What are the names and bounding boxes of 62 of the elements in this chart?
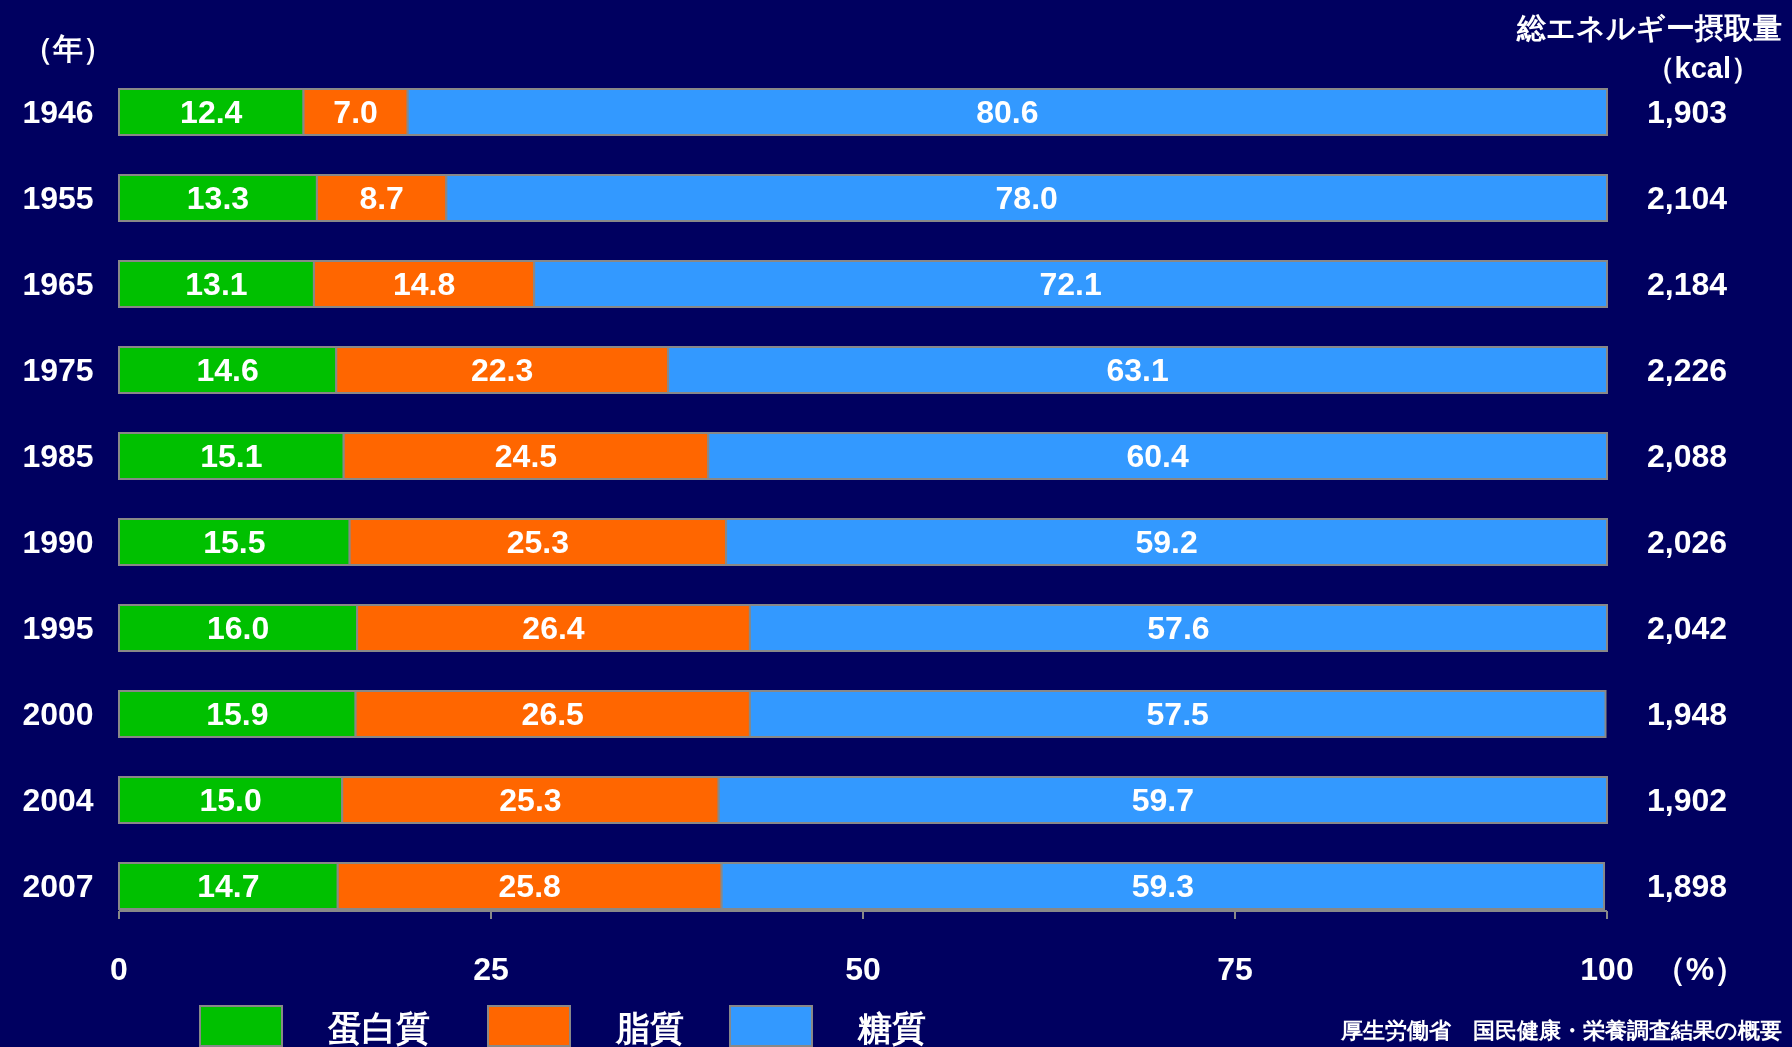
data-label: 16.0 — [206, 610, 270, 646]
x-axis-title: （%） — [1653, 951, 1747, 987]
data-label: 14.7 — [197, 868, 260, 904]
legend-label: 脂質 — [615, 1009, 684, 1047]
x-tick-label: 0 — [110, 951, 128, 987]
data-label: 60.4 — [1126, 438, 1189, 474]
data-label: 57.6 — [1147, 610, 1210, 646]
y-tick-label: 2007 — [22, 868, 94, 904]
data-label: 24.5 — [494, 438, 558, 474]
data-label: 63.1 — [1106, 352, 1169, 388]
x-tick-label: 25 — [473, 951, 509, 987]
data-label: 72.1 — [1039, 266, 1102, 302]
data-label: 26.4 — [522, 610, 585, 646]
data-label: 59.3 — [1131, 868, 1194, 904]
y-tick-label: 1995 — [22, 610, 94, 646]
data-label: 15.5 — [203, 524, 266, 560]
data-label: 26.5 — [521, 696, 584, 732]
text: 2,026 — [1646, 524, 1728, 560]
data-label: 13.1 — [185, 266, 248, 302]
data-label: 15.9 — [206, 696, 269, 732]
data-label: 59.2 — [1135, 524, 1198, 560]
x-tick-label: 50 — [845, 951, 881, 987]
y-tick-label: 1975 — [22, 352, 94, 388]
data-label: 25.3 — [499, 782, 562, 818]
data-label: 7.0 — [333, 94, 378, 130]
text: 1,948 — [1646, 696, 1728, 732]
text: 2,184 — [1646, 266, 1728, 302]
text: 1,903 — [1646, 94, 1728, 130]
data-label: 14.6 — [196, 352, 259, 388]
data-label: 15.0 — [199, 782, 262, 818]
text: 2,088 — [1646, 438, 1728, 474]
data-label: 59.7 — [1131, 782, 1194, 818]
data-label: 22.3 — [471, 352, 534, 388]
y-tick-label: 2004 — [22, 782, 94, 818]
legend-label: 蛋白質 — [327, 1009, 430, 1047]
data-label: 25.3 — [506, 524, 570, 560]
data-label: 13.3 — [186, 180, 250, 216]
y-tick-label: 1946 — [22, 94, 94, 130]
x-tick-label: 100 — [1580, 951, 1634, 987]
y-tick-label: 1990 — [22, 524, 94, 560]
data-label: 78.0 — [995, 180, 1058, 216]
text: 厚生労働省 国民健康・栄養調査結果の概要 — [1340, 1017, 1782, 1043]
data-label: 57.5 — [1146, 696, 1209, 732]
text: 2,104 — [1646, 180, 1728, 216]
text: 2,042 — [1646, 610, 1728, 646]
text: 1,902 — [1646, 782, 1728, 818]
y2-axis-title: 総エネルギー摂取量（kcal） — [1516, 12, 1782, 84]
data-label: 8.7 — [359, 180, 404, 216]
y-tick-label: 1985 — [22, 438, 94, 474]
data-label: 25.8 — [498, 868, 561, 904]
y-tick-label: 1955 — [22, 180, 94, 216]
y-tick-label: 1965 — [22, 266, 94, 302]
data-label: 15.1 — [200, 438, 263, 474]
y-axis-title: （年） — [23, 31, 113, 65]
data-label: 14.8 — [392, 266, 456, 302]
data-label: 80.6 — [976, 94, 1039, 130]
legend-label: 糖質 — [857, 1009, 926, 1047]
x-tick-label: 75 — [1217, 951, 1253, 987]
y-tick-label: 2000 — [22, 696, 94, 732]
text: 1,898 — [1646, 868, 1728, 904]
text: 2,226 — [1646, 352, 1728, 388]
data-label: 12.4 — [180, 94, 243, 130]
